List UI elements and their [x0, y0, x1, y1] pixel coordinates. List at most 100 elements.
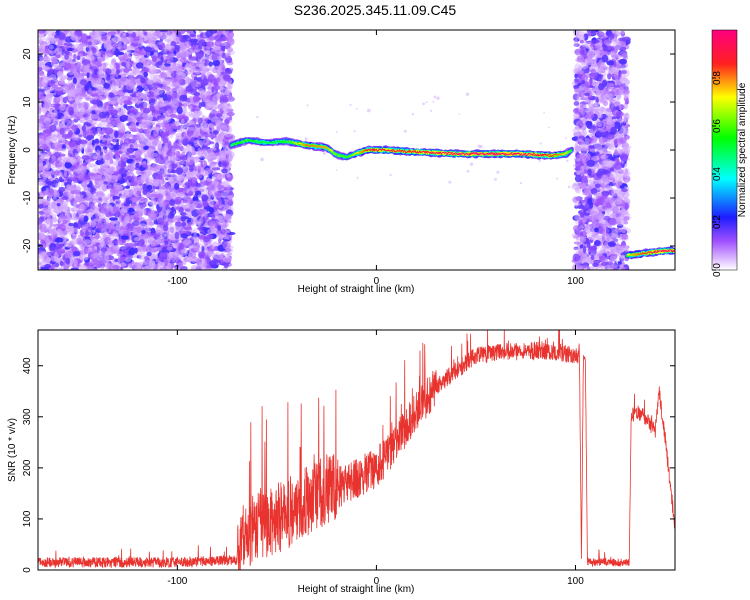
spectrogram-noise-cell: [46, 153, 50, 161]
spectrogram-noise-cell: [174, 221, 183, 227]
spectrogram-noise-cell: [85, 180, 90, 184]
spectrogram-noise-cell: [153, 247, 159, 251]
spectrogram-noise-cell: [179, 50, 183, 55]
spectrogram-noise-cell: [143, 60, 150, 67]
spectrogram-noise-cell: [49, 124, 57, 132]
spectrogram-noise-cell: [127, 59, 131, 67]
spectrogram-noise-cell: [118, 256, 125, 262]
spectrogram-noise-cell: [134, 210, 143, 218]
spectrogram-noise-cell: [152, 140, 158, 147]
spectrogram-noise-cell: [208, 134, 218, 138]
spectrogram-noise-cell: [119, 194, 126, 199]
spectrogram-noise-cell: [64, 170, 67, 178]
spectrogram-noise-cell: [171, 102, 180, 108]
spectrogram-noise-cell: [171, 88, 177, 93]
spectrogram-noise-cell: [226, 173, 231, 178]
spectrogram-noise-cell: [168, 164, 172, 172]
spectrogram-noise-cell: [108, 106, 114, 110]
spectrogram-noise-cell: [127, 30, 132, 34]
spectrogram-noise-cell: [109, 167, 116, 173]
spectrogram-noise-cell: [151, 43, 156, 48]
spectrogram-noise-cell: [179, 160, 185, 165]
spectrogram-noise-cell: [44, 264, 52, 269]
spectrogram-noise-cell: [178, 242, 184, 250]
spectrogram-noise-cell: [188, 144, 192, 152]
spectrogram-noise-cell: [38, 210, 45, 215]
spectrogram-noise-cell: [77, 221, 81, 230]
spectrogram-noise-cell: [163, 213, 169, 221]
spectrogram-noise-cell: [159, 103, 168, 107]
spectrogram-noise-cell: [48, 201, 56, 210]
spectrogram-noise-cell: [203, 155, 212, 160]
spectrogram-noise-cell: [130, 186, 136, 194]
spectrogram-noise-cell: [188, 105, 193, 111]
spectrogram-noise-cell: [155, 157, 161, 163]
spectrogram-noise-cell: [109, 217, 118, 221]
spectrogram-noise-cell: [45, 252, 52, 256]
spectrogram-noise-cell: [204, 90, 212, 96]
spectrogram-noise-cell: [124, 185, 131, 189]
spectrogram-noise-cell: [182, 249, 187, 254]
spectrogram-noise-cell: [186, 70, 192, 75]
spectrogram-noise-cell: [193, 166, 197, 170]
spectrogram-noise-cell: [147, 84, 153, 91]
spectrogram-noise-cell: [121, 154, 130, 158]
spectrogram-noise-cell: [204, 59, 210, 63]
spectrogram-noise-cell: [169, 199, 176, 206]
spectrogram-noise-cell: [75, 40, 79, 44]
spectrogram-noise-cell: [176, 174, 185, 182]
spectrogram-noise-cell: [61, 137, 66, 145]
spectrogram-noise-cell: [220, 228, 226, 235]
spectrogram-noise-cell: [203, 161, 208, 168]
spectrogram-noise-cell: [220, 42, 227, 47]
spectrogram-noise-cell: [41, 227, 48, 232]
spectrogram-noise-cell: [109, 188, 118, 196]
spectrogram-noise-cell: [115, 223, 121, 232]
spectrogram-noise-cell: [95, 51, 101, 57]
spectrogram-noise-cell: [123, 32, 127, 37]
spectrogram-noise-cell: [42, 65, 50, 71]
spectrogram-noise-cell: [126, 175, 132, 181]
spectrogram-noise-cell: [64, 210, 69, 217]
spectrogram-noise-cell: [137, 124, 145, 128]
spectrogram-noise-cell: [74, 259, 78, 267]
spectrogram-noise-cell: [68, 222, 75, 227]
spectrogram-noise-cell: [101, 170, 110, 175]
spectrogram-noise-cell: [41, 154, 45, 162]
spectrogram-noise-cell: [83, 117, 90, 121]
spectrogram-noise-cell: [228, 220, 232, 224]
spectrogram-noise-cell: [68, 97, 75, 101]
spectrogram-noise-cell: [192, 235, 198, 240]
spectrogram-noise-cell: [163, 224, 169, 232]
spectrogram-noise-cell: [82, 163, 87, 167]
spectrogram-noise-cell: [40, 239, 44, 245]
spectrogram-noise-cell: [81, 125, 87, 132]
spectrogram-noise-cell: [156, 83, 163, 88]
spectrogram-noise-cell: [203, 259, 207, 264]
spectrogram-noise-cell: [200, 160, 204, 168]
spectrogram-noise-cell: [110, 97, 119, 102]
spectrogram-noise-cell: [38, 178, 43, 187]
spectrogram-noise-cell: [216, 184, 225, 189]
spectrogram-noise-cell: [224, 214, 232, 221]
spectrogram-noise-cell: [95, 85, 105, 93]
spectrogram-noise-cell: [144, 46, 152, 53]
figure-title: S236.2025.345.11.09.C45: [294, 2, 457, 18]
spectrogram-noise-cell: [76, 55, 81, 61]
spectrogram-noise-cell: [111, 58, 117, 63]
spectrogram-noise-cell: [136, 92, 140, 96]
spectrogram-noise-cell: [62, 96, 68, 104]
spectrogram-noise-cell: [109, 220, 118, 224]
spectrogram-noise-cell: [157, 41, 163, 46]
spectrogram-noise-cell: [176, 106, 183, 114]
spectrogram-noise-cell: [134, 149, 143, 157]
spectrogram-noise-cell: [153, 77, 157, 83]
spectrogram-noise-cell: [58, 186, 66, 193]
spectrogram-noise-cell: [42, 175, 47, 181]
spectrogram-noise-cell: [149, 98, 156, 104]
spectrogram-noise-cell: [96, 98, 100, 106]
spectrogram-noise-cell: [126, 129, 130, 135]
spectrogram-noise-cell: [205, 49, 211, 56]
spectrogram-noise-cell: [58, 218, 64, 223]
spectrogram-noise-cell: [226, 111, 235, 117]
